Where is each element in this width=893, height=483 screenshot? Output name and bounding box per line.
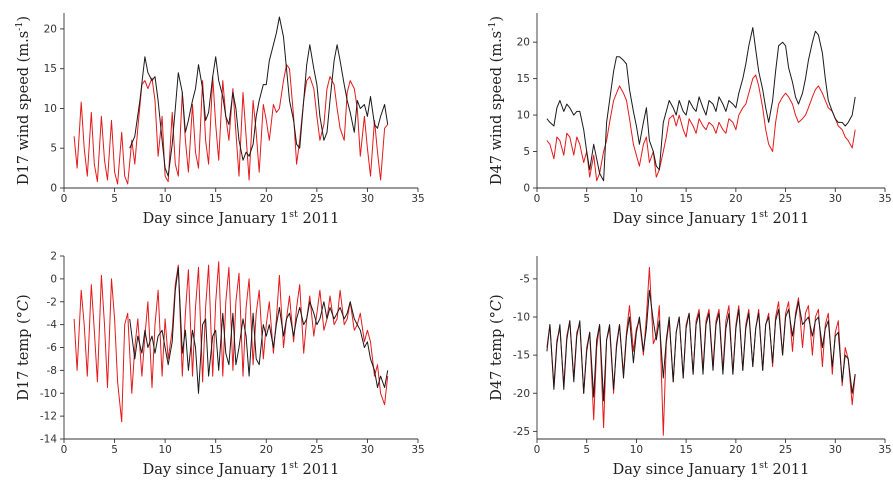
chart-panel-3: 0 5 10 15 20 25 30 35 -14 -12 -10 -8 -6 -4 -2 0 2 Day sin… xyxy=(16,251,425,479)
x-tick-label: 25 xyxy=(779,193,792,205)
y-axis-label: D17 wind speed (m.s-1) xyxy=(14,16,32,185)
x-tick-label: 25 xyxy=(779,444,792,456)
x-tick-label: 10 xyxy=(630,193,643,205)
y-tick-label: 10 xyxy=(44,103,57,115)
x-tick-label: 15 xyxy=(209,444,222,456)
series-line-black xyxy=(129,266,389,394)
y-tick-label: -8 xyxy=(47,365,57,377)
series-line-red xyxy=(546,74,856,182)
chart-panel-4: 0 5 10 15 20 25 30 35 -25 -20 -15 -10 -5 Day since Ja… xyxy=(489,256,892,478)
y-tick-label: -5 xyxy=(520,273,530,285)
x-tick-label: 0 xyxy=(61,193,68,205)
x-tick-label: 35 xyxy=(878,193,891,205)
x-tick-label: 30 xyxy=(829,193,842,205)
y-tick-label: -12 xyxy=(40,411,57,423)
x-tick-label: 15 xyxy=(679,193,692,205)
y-tick-label: 10 xyxy=(517,110,530,122)
x-tick-label: 30 xyxy=(361,193,374,205)
x-tick-label: 5 xyxy=(111,444,118,456)
x-tick-label: 15 xyxy=(209,193,222,205)
y-tick-label: -10 xyxy=(40,388,57,400)
chart-panel-1: 0 5 10 15 20 25 30 35 0 5 10 15 20 Day since January … xyxy=(14,13,425,227)
x-axis-label: Day since January 1st 2011 xyxy=(143,209,340,227)
x-tick-label: 30 xyxy=(361,444,374,456)
y-tick-label: -14 xyxy=(40,434,57,446)
y-axis-label: D47 temp (°C) xyxy=(489,294,505,400)
x-tick-label: 25 xyxy=(310,193,323,205)
series-line-black xyxy=(546,289,856,402)
x-tick-label: 10 xyxy=(630,444,643,456)
x-axis-label: Day since January 1st 2011 xyxy=(143,460,340,478)
y-tick-label: 15 xyxy=(44,63,57,75)
series-line-red xyxy=(73,261,389,423)
x-tick-label: 10 xyxy=(158,193,171,205)
y-tick-label: 20 xyxy=(44,23,57,35)
x-tick-label: 5 xyxy=(583,444,590,456)
x-tick-label: 5 xyxy=(583,193,590,205)
y-tick-label: -4 xyxy=(47,319,58,331)
x-tick-label: 15 xyxy=(679,444,692,456)
x-tick-label: 20 xyxy=(260,193,273,205)
y-axis-label: D17 temp (°C) xyxy=(16,294,32,400)
y-tick-label: 20 xyxy=(517,37,530,49)
chart-panel-2: 0 5 10 15 20 25 30 35 0 5 10 15 20 Day since January … xyxy=(487,13,892,227)
x-tick-label: 30 xyxy=(829,444,842,456)
x-tick-label: 35 xyxy=(878,444,891,456)
y-axis-label: D47 wind speed (m.s-1) xyxy=(487,16,505,185)
x-tick-label: 35 xyxy=(411,193,424,205)
y-tick-label: -25 xyxy=(513,426,530,438)
series-line-black xyxy=(129,16,389,177)
y-tick-label: 5 xyxy=(523,146,530,158)
y-tick-label: 2 xyxy=(50,251,57,263)
x-tick-label: 25 xyxy=(310,444,323,456)
y-tick-label: -2 xyxy=(47,296,57,308)
y-tick-label: 15 xyxy=(517,73,530,85)
y-tick-label: -15 xyxy=(513,350,530,362)
y-tick-label: 5 xyxy=(50,143,57,155)
x-tick-label: 20 xyxy=(260,444,273,456)
x-tick-label: 0 xyxy=(61,444,68,456)
x-tick-label: 10 xyxy=(158,444,171,456)
x-tick-label: 5 xyxy=(111,193,118,205)
x-tick-label: 0 xyxy=(534,444,541,456)
y-tick-label: 0 xyxy=(523,183,530,195)
x-tick-label: 20 xyxy=(729,444,742,456)
y-tick-label: -20 xyxy=(513,388,530,400)
y-tick-label: 0 xyxy=(50,183,57,195)
y-tick-label: -6 xyxy=(47,342,58,354)
x-axis-label: Day since January 1st 2011 xyxy=(613,460,810,478)
y-tick-label: -10 xyxy=(513,312,530,324)
y-tick-label: 0 xyxy=(50,273,57,285)
x-tick-label: 20 xyxy=(729,193,742,205)
x-tick-label: 35 xyxy=(411,444,424,456)
series-line-red xyxy=(73,64,389,185)
series-line-black xyxy=(546,27,856,182)
x-axis-label: Day since January 1st 2011 xyxy=(613,209,810,227)
x-tick-label: 0 xyxy=(534,193,541,205)
